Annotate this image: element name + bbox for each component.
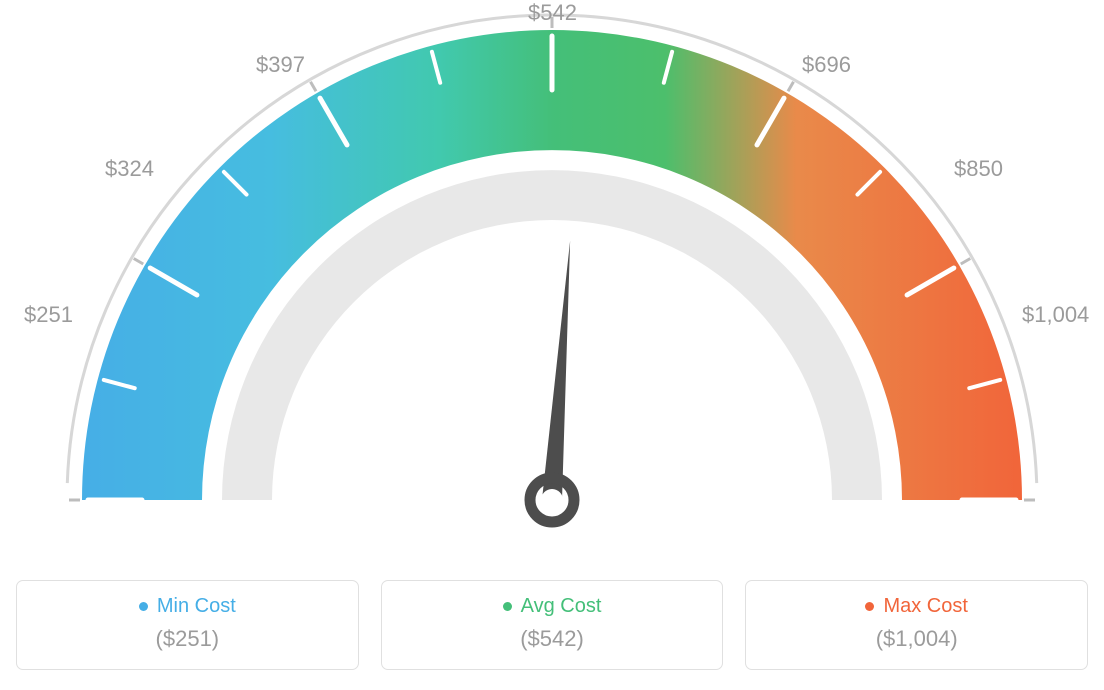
tick-label-5: $850	[954, 156, 1003, 182]
tick-label-4: $696	[802, 52, 851, 78]
avg-dot-icon	[503, 602, 512, 611]
cost-gauge-widget: $251 $324 $397 $542 $696 $850 $1,004 Min…	[0, 0, 1104, 690]
gauge-chart: $251 $324 $397 $542 $696 $850 $1,004	[0, 0, 1104, 540]
tick-label-6: $1,004	[1022, 302, 1089, 328]
min-dot-icon	[139, 602, 148, 611]
max-cost-card: Max Cost ($1,004)	[745, 580, 1088, 670]
min-cost-title: Min Cost	[139, 595, 236, 618]
min-cost-label: Min Cost	[157, 595, 236, 618]
avg-cost-title: Avg Cost	[503, 595, 602, 618]
tick-label-2: $397	[256, 52, 305, 78]
avg-cost-card: Avg Cost ($542)	[381, 580, 724, 670]
legend-row: Min Cost ($251) Avg Cost ($542) Max Cost…	[0, 570, 1104, 690]
min-cost-card: Min Cost ($251)	[16, 580, 359, 670]
max-cost-title: Max Cost	[865, 595, 967, 618]
tick-label-1: $324	[105, 156, 154, 182]
min-cost-value: ($251)	[156, 626, 220, 652]
avg-cost-value: ($542)	[520, 626, 584, 652]
max-cost-value: ($1,004)	[876, 626, 958, 652]
tick-label-3: $542	[528, 0, 577, 26]
avg-cost-label: Avg Cost	[521, 595, 602, 618]
max-dot-icon	[865, 602, 874, 611]
tick-label-0: $251	[24, 302, 73, 328]
max-cost-label: Max Cost	[883, 595, 967, 618]
